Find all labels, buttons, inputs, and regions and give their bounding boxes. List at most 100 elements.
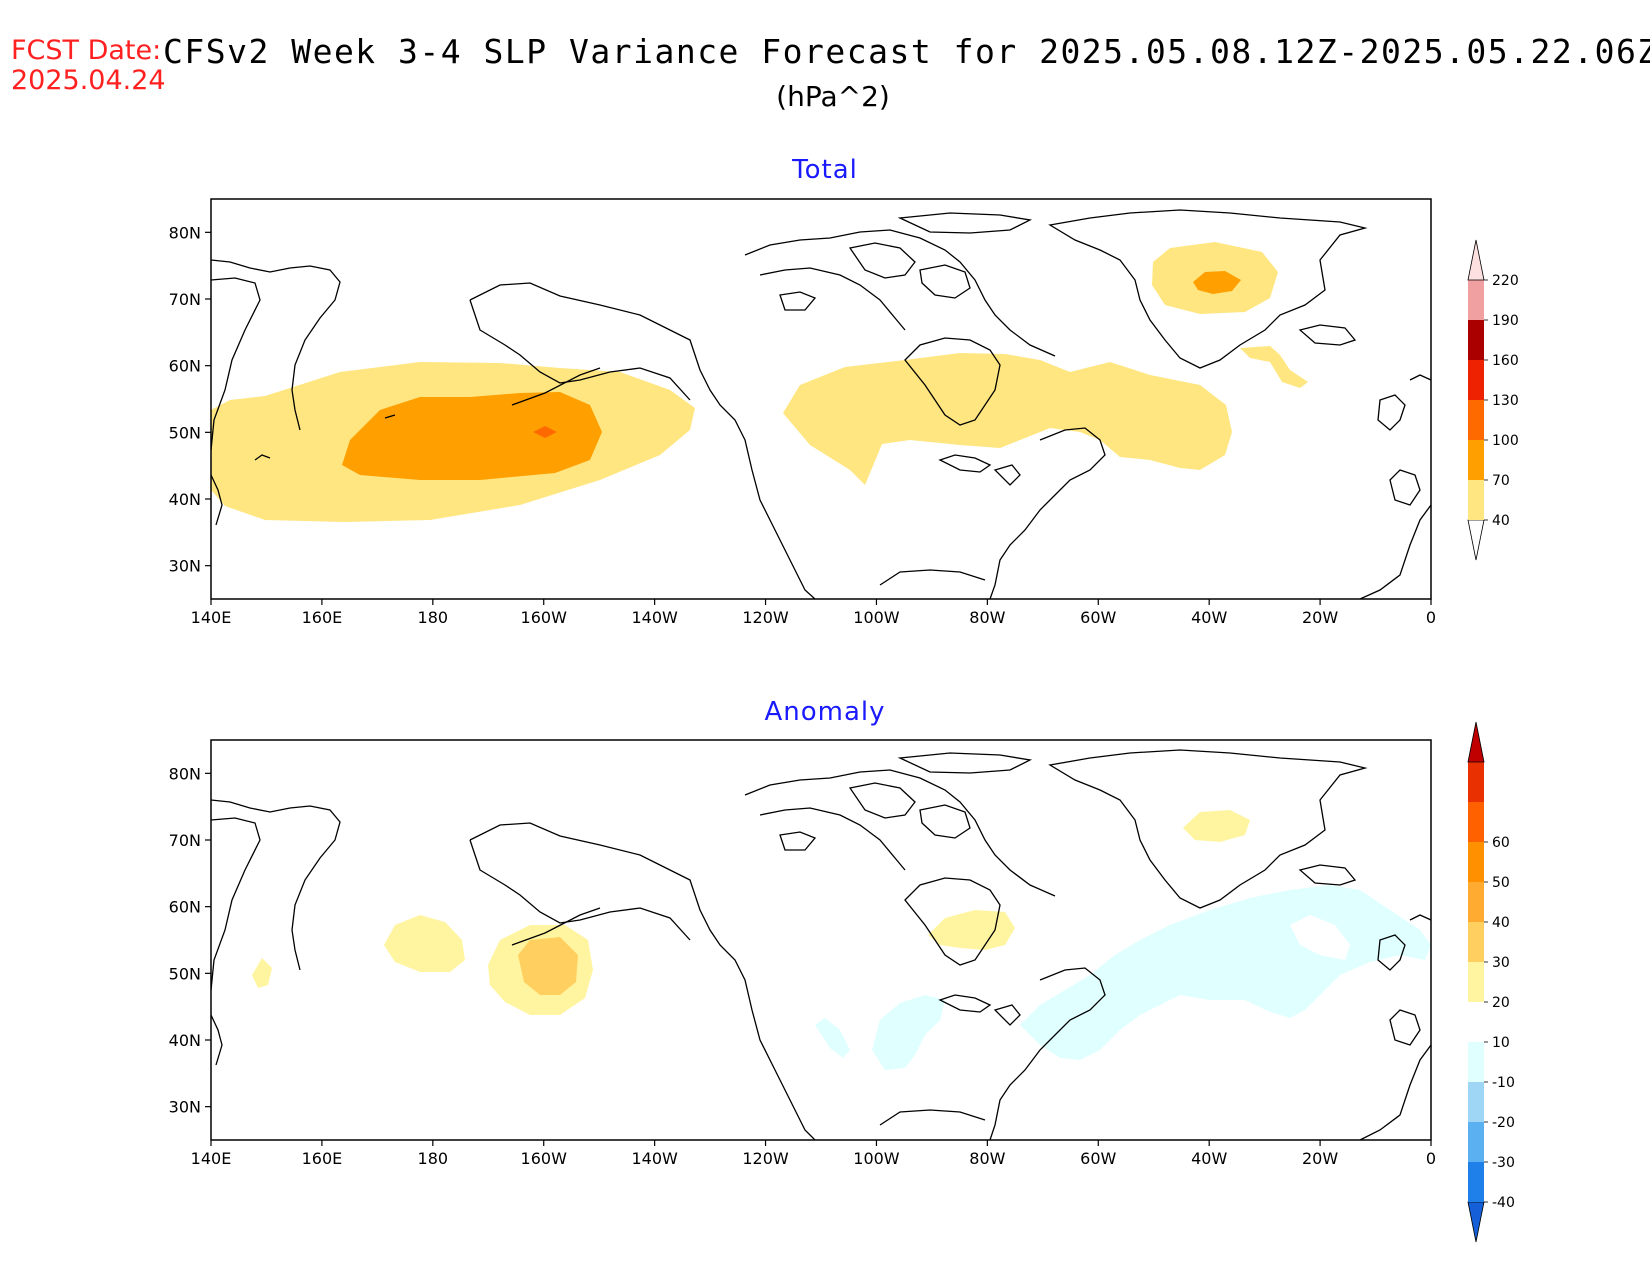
region-east-asia-coast bbox=[252, 958, 272, 988]
lon-tick-label: 160W bbox=[521, 608, 568, 627]
lat-tick-label: 50N bbox=[169, 423, 201, 442]
colorbar-label: -30 bbox=[1492, 1155, 1515, 1171]
lon-tick-label: 140E bbox=[191, 608, 232, 627]
lon-tick-label: 160E bbox=[302, 608, 343, 627]
lat-tick-label: 80N bbox=[169, 223, 201, 242]
fcst-date-value: 2025.04.24 bbox=[11, 65, 166, 96]
colorbar-label: 190 bbox=[1492, 313, 1519, 329]
panel-total: Total bbox=[169, 155, 1519, 627]
lon-tick-label: 140W bbox=[631, 1149, 678, 1168]
colorbar-label: 100 bbox=[1492, 433, 1519, 449]
north-atlantic-hole bbox=[1290, 915, 1350, 960]
colorbar-label: 40 bbox=[1492, 915, 1510, 931]
lat-tick-label: 60N bbox=[169, 357, 201, 376]
colorbar-swatch bbox=[1468, 802, 1484, 842]
panel-title-anomaly: Anomaly bbox=[764, 697, 885, 727]
lon-tick-label: 120W bbox=[742, 608, 789, 627]
colorbar-swatch bbox=[1468, 280, 1484, 320]
units-label: (hPa^2) bbox=[776, 80, 890, 113]
colorbar-swatch bbox=[1467, 519, 1485, 561]
lon-tick-label: 180 bbox=[418, 1149, 449, 1168]
lon-axis-total: 140E 160E 180 160W 140W 120W 100W 80W 60W 40W 20W 0 bbox=[191, 599, 1436, 627]
colorbar-swatch bbox=[1468, 360, 1484, 400]
lon-tick-label: 40W bbox=[1191, 1149, 1227, 1168]
colorbar-swatch bbox=[1468, 842, 1484, 882]
lon-tick-label: 140E bbox=[191, 1149, 232, 1168]
lat-tick-label: 60N bbox=[169, 898, 201, 917]
lon-tick-label: 20W bbox=[1302, 608, 1338, 627]
colorbar-label: -40 bbox=[1492, 1195, 1515, 1211]
colorbar-swatch bbox=[1468, 1082, 1484, 1122]
lon-tick-label: 100W bbox=[853, 1149, 900, 1168]
panel-anomaly: Anomaly bbox=[169, 697, 1515, 1243]
lat-tick-label: 70N bbox=[169, 290, 201, 309]
colorbar-swatch bbox=[1468, 882, 1484, 922]
region-dateline bbox=[384, 915, 465, 972]
colorbar-swatch bbox=[1468, 922, 1484, 962]
colorbar-label: -20 bbox=[1492, 1115, 1515, 1131]
colorbar-label: 20 bbox=[1492, 995, 1510, 1011]
region-greenland-core bbox=[1193, 271, 1241, 294]
lon-tick-label: 20W bbox=[1302, 1149, 1338, 1168]
coastlines-anomaly bbox=[211, 749, 1431, 1140]
colorbar-label: 160 bbox=[1492, 353, 1519, 369]
lon-tick-label: 140W bbox=[631, 608, 678, 627]
colorbar-label: 70 bbox=[1492, 473, 1510, 489]
colorbar-swatch bbox=[1468, 762, 1484, 802]
colorbar-swatch bbox=[1467, 239, 1485, 281]
colorbar-label: 10 bbox=[1492, 1035, 1510, 1051]
map-anomaly bbox=[211, 740, 1431, 1140]
region-gulf-of-alaska-peak bbox=[533, 426, 557, 438]
region-iceland-strait bbox=[1240, 346, 1308, 388]
region-western-us bbox=[815, 1018, 850, 1058]
lon-tick-label: 60W bbox=[1080, 608, 1116, 627]
plot-frame-total bbox=[210, 198, 1432, 600]
lat-axis-anomaly: 30N 40N 50N 60N 70N 80N bbox=[169, 764, 211, 1117]
lon-tick-label: 120W bbox=[742, 1149, 789, 1168]
colorbar-swatch bbox=[1468, 1122, 1484, 1162]
lon-tick-label: 40W bbox=[1191, 608, 1227, 627]
lat-tick-label: 30N bbox=[169, 1098, 201, 1117]
region-greenland bbox=[1183, 810, 1250, 842]
lon-axis-anomaly: 140E 160E 180 160W 140W 120W 100W 80W 60W 40W 20W 0 bbox=[191, 1140, 1436, 1168]
colorbar-anomaly: -40 -30 -20 -10 10 20 30 40 50 60 bbox=[1467, 721, 1515, 1243]
colorbar-swatch bbox=[1468, 1162, 1484, 1202]
colorbar-label: 130 bbox=[1492, 393, 1519, 409]
colorbar-swatch bbox=[1468, 1042, 1484, 1082]
region-gulf-of-alaska-core bbox=[518, 937, 578, 995]
lon-tick-label: 80W bbox=[969, 1149, 1005, 1168]
colorbar-total: 40 70 100 130 160 190 220 bbox=[1467, 239, 1519, 561]
colorbar-label: 50 bbox=[1492, 875, 1510, 891]
lat-axis-total: 30N 40N 50N 60N 70N 80N bbox=[169, 223, 211, 576]
coastlines-total bbox=[211, 209, 1431, 599]
region-central-us bbox=[872, 995, 945, 1070]
lat-tick-label: 40N bbox=[169, 1031, 201, 1050]
colorbar-label: 30 bbox=[1492, 955, 1510, 971]
lon-tick-label: 60W bbox=[1080, 1149, 1116, 1168]
lon-tick-label: 80W bbox=[969, 608, 1005, 627]
region-hudson-bay bbox=[928, 910, 1015, 950]
figure-title: CFSv2 Week 3-4 SLP Variance Forecast for… bbox=[163, 32, 1650, 71]
colorbar-label: 220 bbox=[1492, 273, 1519, 289]
colorbar-swatch bbox=[1468, 400, 1484, 440]
lat-tick-label: 50N bbox=[169, 964, 201, 983]
colorbar-label: 60 bbox=[1492, 835, 1510, 851]
lat-tick-label: 30N bbox=[169, 557, 201, 576]
colorbar-swatch bbox=[1468, 440, 1484, 480]
lon-tick-label: 180 bbox=[418, 608, 449, 627]
colorbar-label: -10 bbox=[1492, 1075, 1515, 1091]
lat-tick-label: 70N bbox=[169, 831, 201, 850]
colorbar-swatch bbox=[1468, 962, 1484, 1002]
lon-tick-label: 0 bbox=[1426, 608, 1436, 627]
plot-frame-anomaly bbox=[210, 739, 1432, 1141]
colorbar-swatch bbox=[1468, 320, 1484, 360]
region-north-pacific-core bbox=[342, 392, 602, 480]
panel-title-total: Total bbox=[791, 155, 858, 185]
colorbar-swatch bbox=[1467, 721, 1485, 763]
lon-tick-label: 160W bbox=[521, 1149, 568, 1168]
lon-tick-label: 100W bbox=[853, 608, 900, 627]
region-canada-north-atlantic bbox=[783, 353, 1232, 485]
colorbar-label: 40 bbox=[1492, 513, 1510, 529]
colorbar-swatch bbox=[1467, 1201, 1485, 1243]
